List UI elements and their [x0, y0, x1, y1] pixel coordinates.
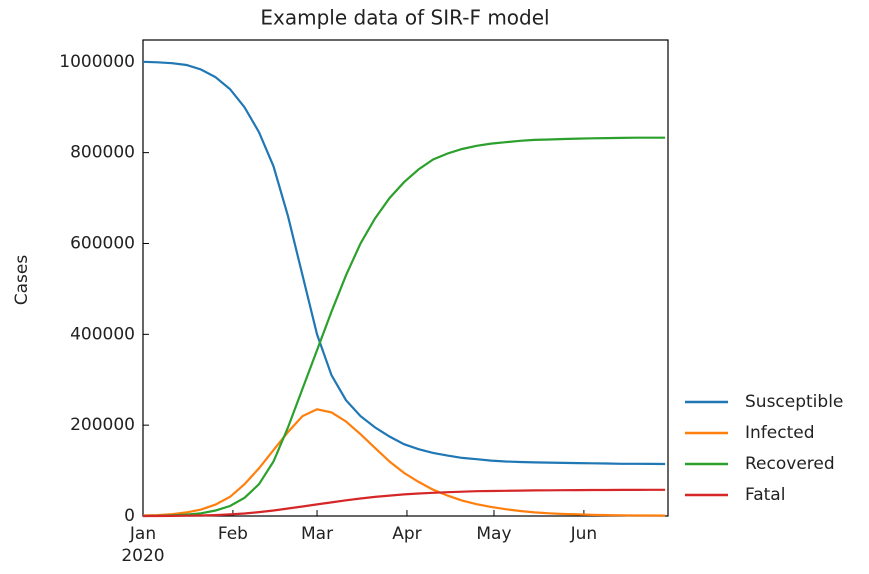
y-tick-label: 800000 [70, 143, 135, 163]
legend-label: Susceptible [745, 392, 843, 412]
legend-label: Infected [745, 423, 815, 443]
series-line [143, 488, 666, 518]
plot-frame [142, 39, 669, 517]
legend-label: Recovered [745, 454, 835, 474]
y-tick-label: 600000 [70, 233, 135, 253]
legend-label: Fatal [745, 485, 785, 505]
y-tick-label: 0 [124, 506, 135, 526]
x-tick-label: May [476, 524, 511, 544]
series-line [142, 408, 666, 517]
y-tick-label: 200000 [70, 415, 135, 435]
series-line [142, 60, 666, 466]
x-tick-label: Feb [218, 524, 248, 544]
x-tick-label: Apr [392, 524, 421, 544]
x-tick-label: Mar [301, 524, 333, 544]
chart-title: Example data of SIR-F model [260, 6, 549, 30]
x-tick-label: Jun [570, 524, 598, 544]
y-axis-label: Cases [12, 255, 32, 306]
series-line [142, 136, 666, 518]
x-year-label: 2020 [121, 546, 164, 566]
x-tick-label: Jan [129, 524, 156, 544]
y-tick-label: 400000 [70, 324, 135, 344]
y-tick-label: 1000000 [59, 52, 135, 72]
